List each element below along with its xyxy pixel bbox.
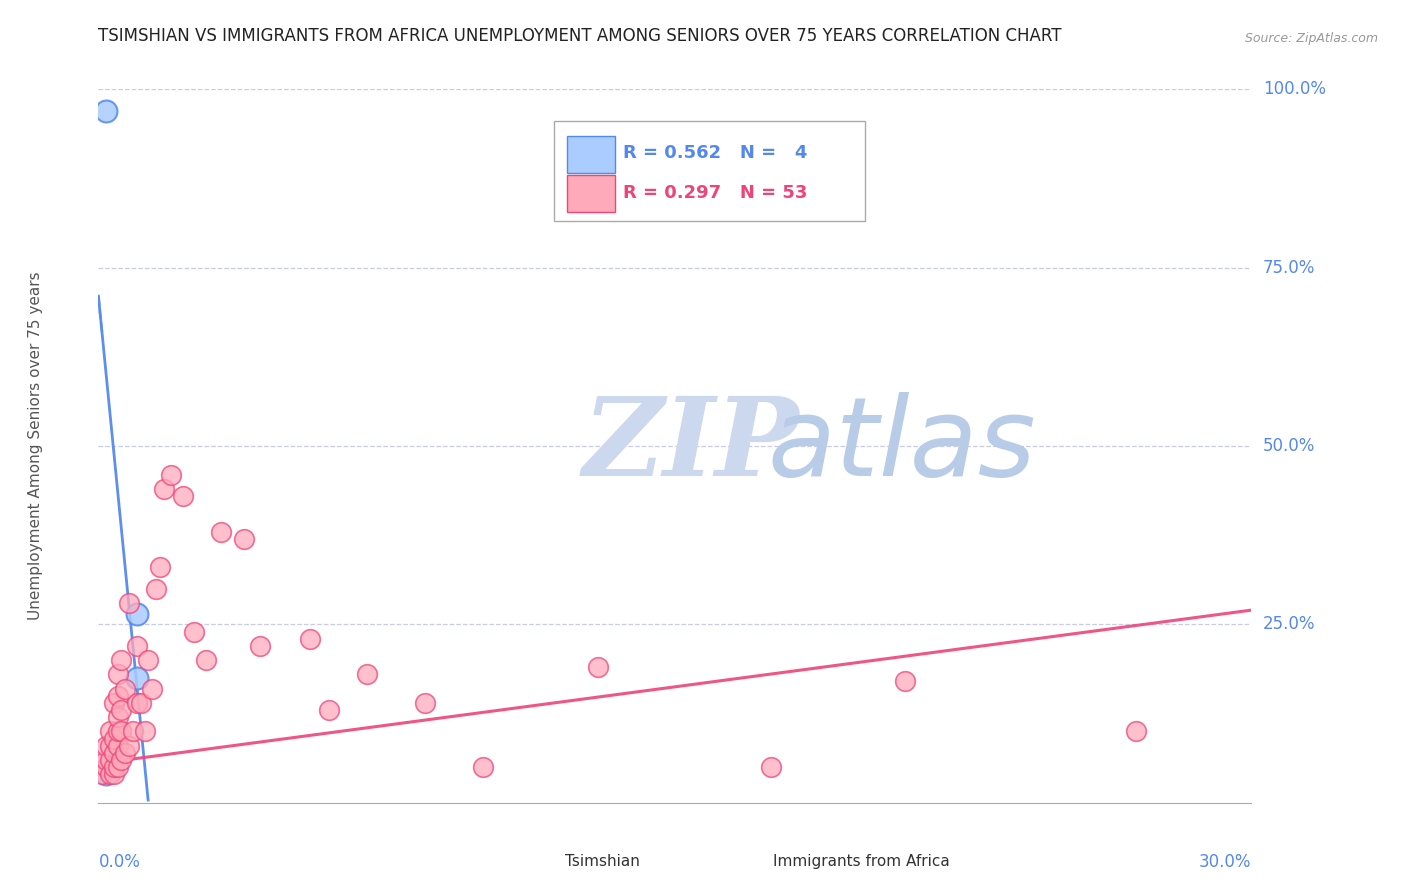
Point (94, 767, 117, 781)
FancyBboxPatch shape (523, 847, 562, 876)
Point (125, 639, 148, 653)
Point (107, 739, 129, 753)
Point (759, 760, 782, 774)
Point (118, 739, 141, 753)
Text: R = 0.297   N = 53: R = 0.297 N = 53 (623, 184, 807, 202)
Point (125, 696, 148, 710)
Text: TSIMSHIAN VS IMMIGRANTS FROM AFRICA UNEMPLOYMENT AMONG SENIORS OVER 75 YEARS COR: TSIMSHIAN VS IMMIGRANTS FROM AFRICA UNEM… (98, 27, 1062, 45)
Point (172, 489, 194, 503)
Point (98, 767, 121, 781)
FancyBboxPatch shape (730, 847, 769, 876)
Point (114, 681, 136, 696)
Point (110, 724, 132, 739)
Point (129, 696, 152, 710)
Point (103, 746, 125, 760)
Text: R = 0.562   N =   4: R = 0.562 N = 4 (623, 145, 807, 162)
Text: Tsimshian: Tsimshian (565, 854, 640, 869)
Point (107, 667, 129, 681)
Point (118, 596, 141, 610)
Point (160, 467, 183, 482)
Point (586, 660, 609, 674)
Point (125, 607, 148, 621)
Point (110, 703, 132, 717)
Point (114, 746, 136, 760)
Point (209, 524, 232, 539)
Point (298, 632, 321, 646)
Text: 100.0%: 100.0% (1263, 80, 1326, 98)
Point (107, 760, 129, 774)
Text: 50.0%: 50.0% (1263, 437, 1315, 455)
Point (149, 560, 172, 574)
Point (107, 710, 129, 724)
Text: 25.0%: 25.0% (1263, 615, 1316, 633)
Text: Immigrants from Africa: Immigrants from Africa (773, 854, 949, 869)
Point (103, 760, 125, 774)
Point (94, 103, 117, 118)
Text: 75.0%: 75.0% (1263, 259, 1315, 277)
FancyBboxPatch shape (567, 136, 614, 173)
Point (103, 731, 125, 746)
Point (94, 760, 117, 774)
Point (134, 724, 156, 739)
Text: Unemployment Among Seniors over 75 years: Unemployment Among Seniors over 75 years (28, 272, 42, 620)
Point (125, 671, 148, 685)
Point (91, 767, 114, 781)
Text: 30.0%: 30.0% (1199, 853, 1251, 871)
Point (110, 653, 132, 667)
Point (107, 689, 129, 703)
Text: ZIP: ZIP (582, 392, 799, 500)
Point (894, 674, 917, 689)
Point (233, 532, 256, 546)
Point (98, 724, 121, 739)
Point (98, 753, 121, 767)
Point (145, 582, 167, 596)
Point (318, 703, 340, 717)
Point (249, 639, 271, 653)
Point (471, 760, 494, 774)
Point (413, 696, 436, 710)
Point (138, 653, 160, 667)
Point (152, 482, 174, 496)
Text: 0.0%: 0.0% (98, 853, 141, 871)
Point (183, 624, 205, 639)
Point (107, 724, 129, 739)
Point (98, 739, 121, 753)
Point (1125, 724, 1147, 739)
Text: Source: ZipAtlas.com: Source: ZipAtlas.com (1244, 31, 1378, 45)
Point (94, 739, 117, 753)
FancyBboxPatch shape (567, 175, 614, 212)
Text: atlas: atlas (768, 392, 1036, 500)
Point (195, 653, 218, 667)
FancyBboxPatch shape (554, 121, 865, 221)
Point (110, 753, 132, 767)
Point (356, 667, 378, 681)
Point (103, 696, 125, 710)
Point (122, 724, 145, 739)
Point (94, 753, 117, 767)
Point (103, 767, 125, 781)
Point (141, 681, 163, 696)
